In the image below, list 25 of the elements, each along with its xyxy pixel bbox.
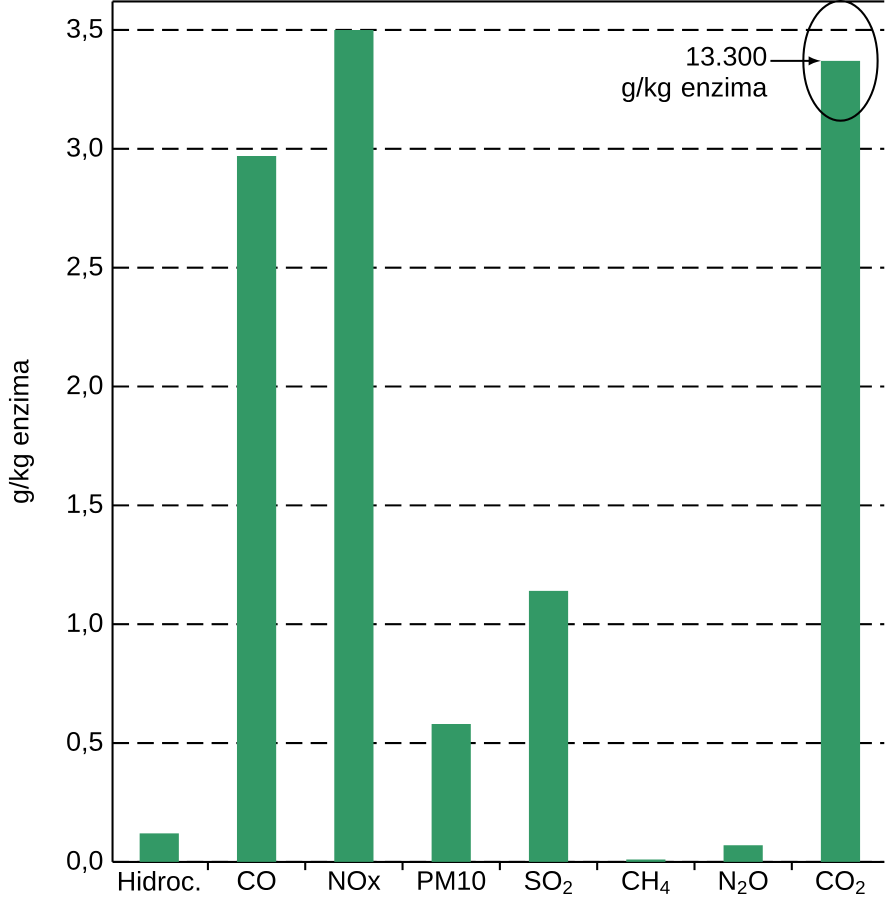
x-tick-label: CH$_{4}$ (622, 871, 670, 894)
y-tick-label: 2,0 (67, 375, 102, 398)
bar (236, 156, 276, 862)
y-tick-label: 1,0 (68, 613, 102, 636)
bar (334, 30, 374, 862)
y-tick-label: 3,0 (66, 138, 102, 160)
bar (528, 590, 568, 862)
x-tick-label: CO (238, 871, 276, 890)
y-tick-label: 0,5 (67, 732, 102, 754)
x-tick-label: SO$_{2}$ (524, 871, 572, 894)
y-tick-label: 3,5 (66, 18, 102, 42)
y-tick-label: 0,0 (67, 850, 102, 873)
x-tick-label: Hidroc. (118, 871, 200, 891)
x-tick-label: CO$_{2}$ (816, 871, 864, 894)
x-tick-label: PM10 (418, 871, 486, 890)
bar (723, 845, 763, 862)
bar (431, 724, 471, 862)
y-axis-title: g/kg enzima (8, 359, 34, 503)
x-tick-label: NOx (329, 871, 380, 890)
x-tick-label: N$_{2}$O (720, 871, 768, 894)
y-tick-label: 2,5 (67, 256, 102, 279)
bar (140, 833, 179, 862)
annotation: 13.300 g/kg enzima (622, 46, 768, 102)
y-tick-label: 1,5 (68, 494, 102, 516)
bar (820, 60, 860, 862)
